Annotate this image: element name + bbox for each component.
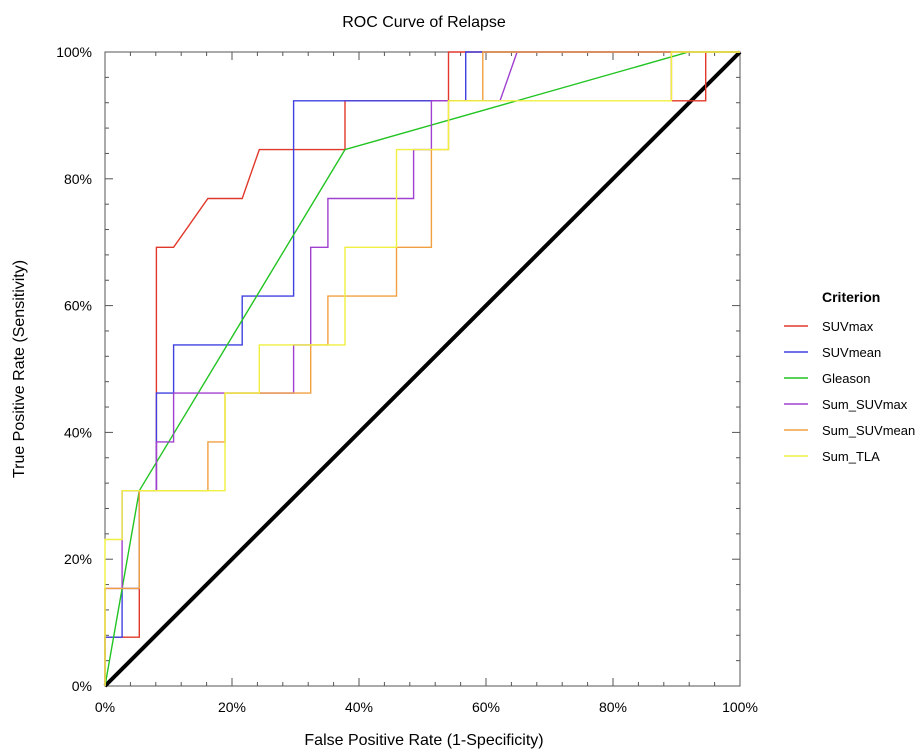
plot-frame bbox=[104, 51, 741, 687]
plot-layer: 0% 20% 40% 60% 80% 100% 0% 20% 40% 60% 80% 100% bbox=[56, 44, 758, 715]
x-tick-label: 20% bbox=[218, 699, 246, 715]
legend: Criterion SUVmax SUVmean Gleason Sum_SUVmax… bbox=[784, 289, 915, 464]
y-tick-label: 80% bbox=[64, 171, 92, 187]
y-tick-label: 100% bbox=[56, 44, 92, 60]
y-axis-label: True Positive Rate (Sensitivity) bbox=[11, 260, 28, 478]
legend-label-suvmean: SUVmean bbox=[822, 345, 881, 360]
legend-title: Criterion bbox=[822, 289, 880, 305]
y-tick-label: 0% bbox=[72, 678, 92, 694]
y-tick-label: 40% bbox=[64, 424, 92, 440]
x-tick-label: 40% bbox=[345, 699, 373, 715]
legend-label-sum-suvmax: Sum_SUVmax bbox=[822, 397, 908, 412]
series-line-sum-tla bbox=[104, 51, 740, 686]
legend-label-sum-tla: Sum_TLA bbox=[822, 449, 880, 464]
reference-diagonal-line bbox=[103, 50, 742, 688]
legend-label-sum-suvmean: Sum_SUVmean bbox=[822, 423, 915, 438]
y-tick-label: 60% bbox=[64, 298, 92, 314]
chart-title: ROC Curve of Relapse bbox=[342, 14, 506, 31]
x-tick-label: 0% bbox=[95, 699, 115, 715]
x-tick-label: 100% bbox=[722, 699, 758, 715]
x-axis-label: False Positive Rate (1-Specificity) bbox=[304, 732, 543, 749]
legend-label-suvmax: SUVmax bbox=[822, 319, 874, 334]
legend-label-gleason: Gleason bbox=[822, 371, 870, 386]
x-tick-label: 80% bbox=[599, 699, 627, 715]
x-tick-label: 60% bbox=[472, 699, 500, 715]
y-tick-label: 20% bbox=[64, 551, 92, 567]
